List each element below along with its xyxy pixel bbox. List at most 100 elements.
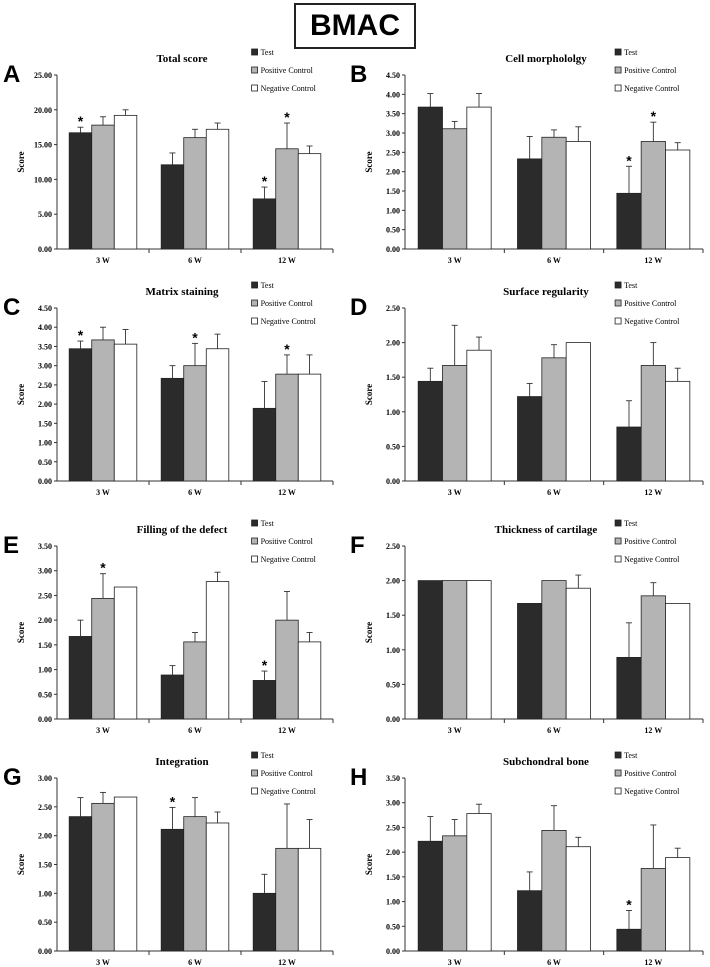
panel-a-significance-star: * — [78, 113, 84, 129]
panel-c-y-tick-label: 0.00 — [38, 477, 52, 486]
panel-b-y-tick-label: 2.00 — [386, 168, 400, 177]
panel-d-legend-label: Test — [624, 281, 638, 290]
panel-g-bar-negative-control — [113, 796, 138, 952]
panel-e-legend-swatch — [251, 555, 258, 563]
panel-g-legend-label: Positive Control — [261, 769, 314, 778]
panel-b-title: Cell morphololgy — [505, 53, 587, 65]
panel-a-bar-test — [160, 164, 185, 250]
panel-b-y-tick-label: 3.50 — [386, 110, 400, 119]
panel-h-legend-swatch — [614, 769, 622, 777]
panel-e-legend-label: Test — [261, 519, 275, 528]
panel-d-x-tick-label: 3 W — [448, 488, 462, 497]
panel-g-y-tick-label: 2.00 — [38, 832, 52, 841]
panel-a-y-tick-label: 0.00 — [38, 245, 52, 254]
panel-c-bar-negative-control — [205, 348, 230, 482]
panel-c-significance-star: * — [284, 341, 290, 357]
panel-h-significance-star: * — [626, 896, 632, 912]
panel-c-y-tick-label: 2.00 — [38, 400, 52, 409]
panel-f-legend-swatch — [614, 519, 622, 527]
panel-g-x-tick-label: 12 W — [278, 958, 296, 967]
panel-g-bar-negative-control — [205, 822, 230, 952]
panel-f-x-tick-label: 3 W — [448, 726, 462, 735]
panel-b-legend-label: Positive Control — [624, 66, 677, 75]
panel-b-y-tick-label: 2.50 — [386, 148, 400, 157]
panel-h-x-tick-label: 12 W — [644, 958, 662, 967]
panel-d-y-tick-label: 0.50 — [386, 442, 400, 451]
panel-d-ylabel: Score — [364, 384, 374, 405]
panel-b-bar-test — [417, 106, 443, 250]
panel-b-y-tick-label: 1.00 — [386, 206, 400, 215]
panel-g-bar-test — [252, 892, 277, 952]
panel-b-bar-positive-control — [541, 136, 567, 250]
panel-b-bar-positive-control — [442, 128, 468, 250]
panel-e-bar-test — [252, 680, 277, 720]
panel-b-letter: B — [350, 61, 367, 88]
panel-e-legend-swatch — [251, 519, 258, 527]
panel-g-legend-swatch — [251, 769, 258, 777]
panel-e-bar-test — [160, 674, 185, 720]
panel-f-bar-negative-control — [665, 603, 691, 720]
panel-d-legend-label: Negative Control — [624, 317, 680, 326]
panel-g-legend-swatch — [251, 787, 258, 795]
panel-d-title: Surface regularity — [503, 286, 589, 298]
panel-e-bar-negative-control — [205, 581, 230, 720]
panel-d-legend-swatch — [614, 299, 622, 307]
panel-c-letter: C — [3, 294, 20, 321]
panel-c-x-tick-label: 12 W — [278, 488, 296, 497]
panel-f-legend-swatch — [614, 537, 622, 545]
panel-h-bar-test — [417, 840, 443, 952]
panel-d-legend-swatch — [614, 317, 622, 325]
panel-c-bar-negative-control — [297, 373, 322, 482]
panel-h-y-tick-label: 1.00 — [386, 898, 400, 907]
panel-d-y-tick-label: 0.00 — [386, 477, 400, 486]
panel-d-letter: D — [350, 294, 367, 321]
panel-f-legend-label: Positive Control — [624, 537, 677, 546]
panel-a-significance-star: * — [262, 173, 268, 189]
panel-b-bar-negative-control — [565, 141, 591, 250]
panel-a-x-tick-label: 3 W — [96, 256, 110, 265]
panel-f-legend-swatch — [614, 555, 622, 563]
panel-d-y-tick-label: 1.50 — [386, 373, 400, 382]
figure-title: BMAC — [294, 3, 416, 49]
panel-c-y-tick-label: 4.50 — [38, 304, 52, 313]
panel-f-y-tick-label: 0.00 — [386, 715, 400, 724]
panel-a-x-tick-label: 6 W — [188, 256, 202, 265]
panel-b-x-tick-label: 3 W — [448, 256, 462, 265]
panel-g-legend-label: Negative Control — [261, 787, 317, 796]
panel-a-y-tick-label: 10.00 — [34, 175, 52, 184]
panel-a-significance-star: * — [284, 109, 290, 125]
panel-c-legend-swatch — [251, 281, 258, 289]
panel-g-significance-star: * — [170, 793, 176, 809]
panel-e-bar-positive-control — [91, 597, 115, 720]
panel-h-y-tick-label: 0.50 — [386, 922, 400, 931]
panel-c-bar-test — [160, 377, 185, 482]
panel-e-legend-label: Positive Control — [261, 537, 314, 546]
panel-b-bar-test — [517, 158, 543, 250]
panel-g-y-tick-label: 3.00 — [38, 774, 52, 783]
panel-f-bar-positive-control — [442, 580, 468, 720]
panel-f-title: Thickness of cartilage — [495, 524, 598, 536]
panel-a-bar-negative-control — [205, 128, 230, 250]
panel-e-bar-positive-control — [183, 641, 207, 720]
panel-b-bar-test — [616, 192, 642, 250]
panel-e-y-tick-label: 1.50 — [38, 641, 52, 650]
panel-d-bar-test — [616, 426, 642, 482]
panel-e-bar-negative-control — [113, 586, 138, 720]
panel-a-y-tick-label: 5.00 — [38, 210, 52, 219]
panel-f-y-tick-label: 1.00 — [386, 646, 400, 655]
panel-h-y-tick-label: 3.00 — [386, 799, 400, 808]
panel-h-x-tick-label: 6 W — [547, 958, 561, 967]
panel-d-legend-label: Positive Control — [624, 299, 677, 308]
panel-c-y-tick-label: 3.50 — [38, 342, 52, 351]
panel-h-legend-label: Positive Control — [624, 769, 677, 778]
panel-a-bar-test — [68, 132, 93, 250]
panel-a-bar-positive-control — [275, 148, 299, 250]
panel-d-bar-negative-control — [466, 349, 492, 482]
panel-c-legend-swatch — [251, 299, 258, 307]
panel-a-bar-negative-control — [297, 153, 322, 250]
panel-e-y-tick-label: 2.00 — [38, 616, 52, 625]
panel-b-legend-swatch — [614, 84, 622, 92]
panel-a-title: Total score — [156, 53, 207, 65]
panel-a-legend-swatch — [251, 84, 258, 92]
panel-h-bar-positive-control — [541, 829, 567, 952]
